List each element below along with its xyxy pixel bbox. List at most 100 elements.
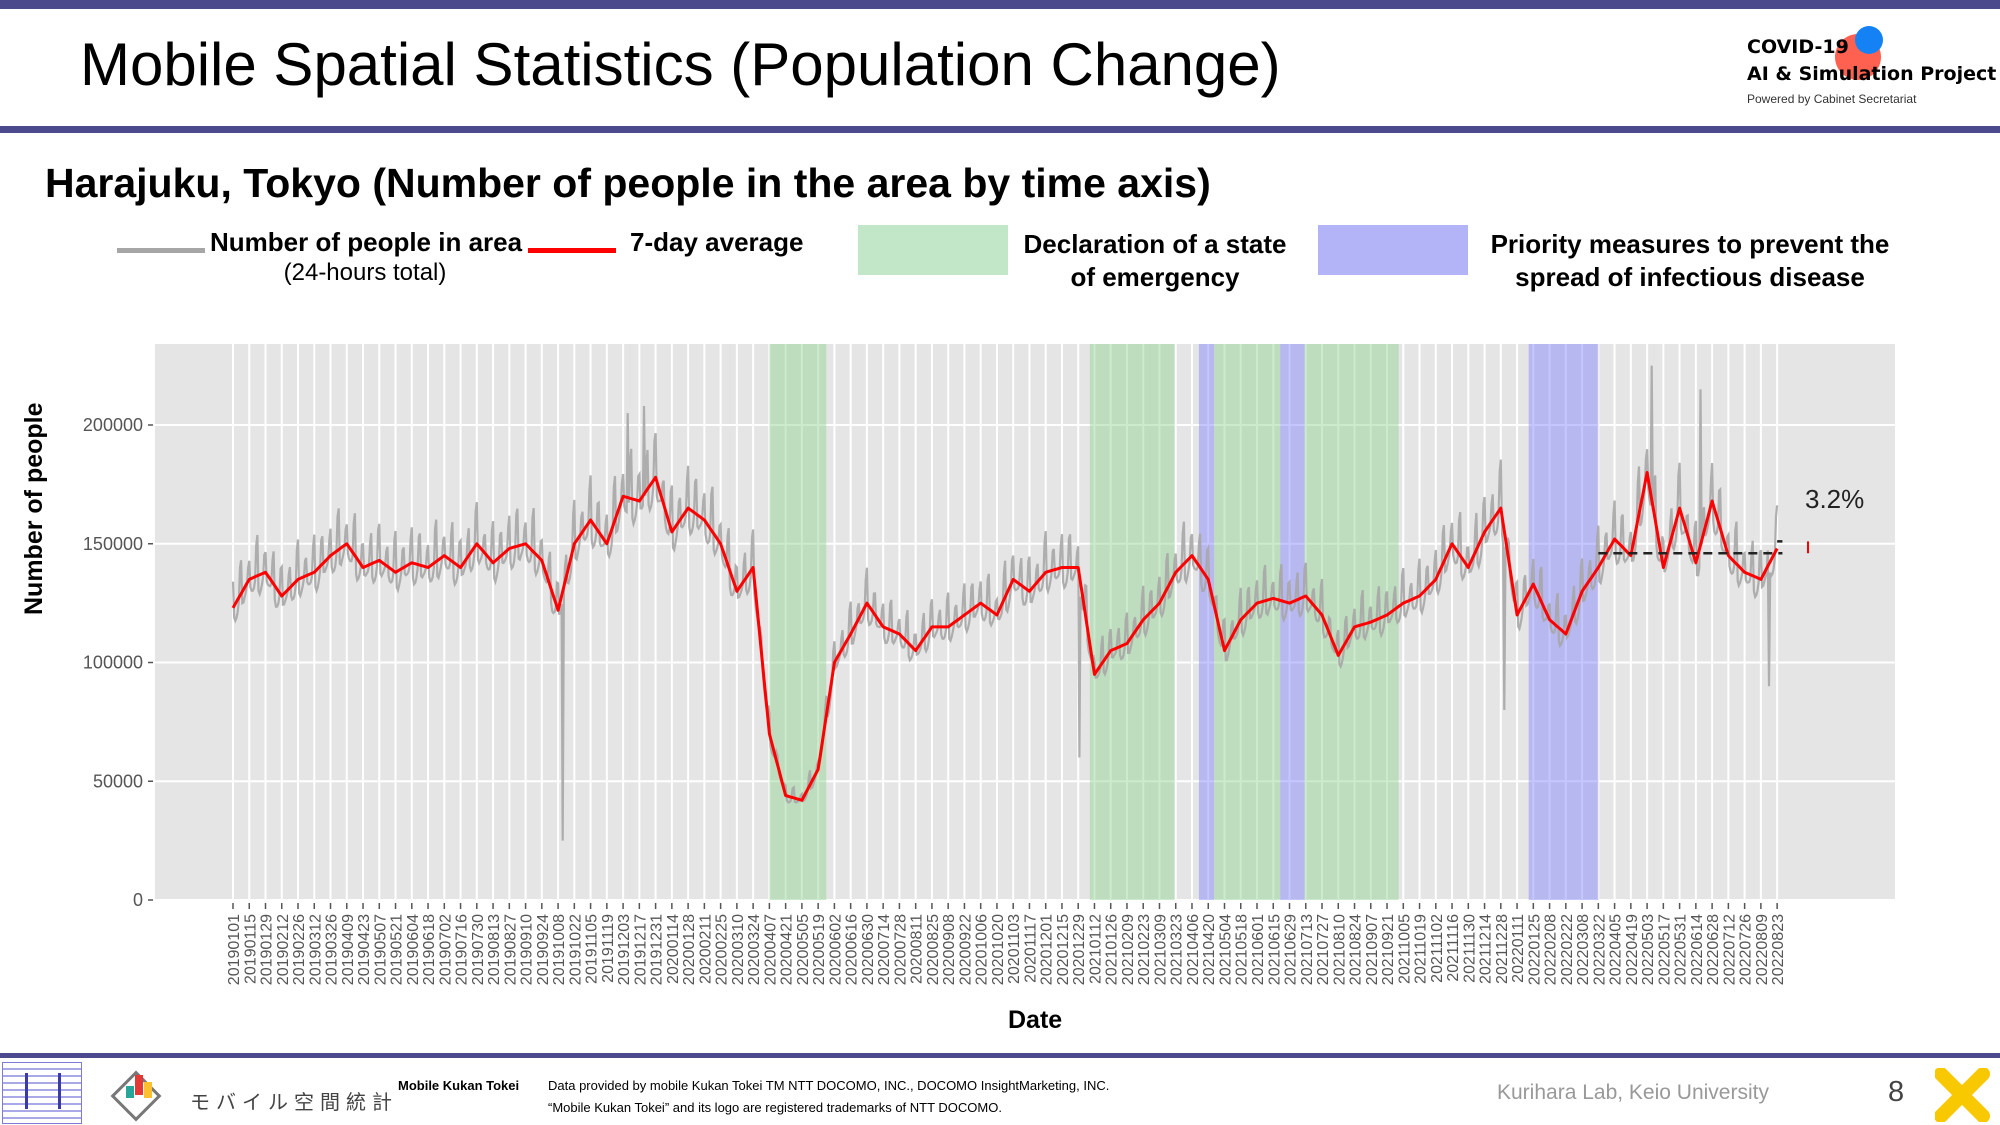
logo-blue-circle xyxy=(1855,26,1883,54)
x-axis-label: Date xyxy=(1008,1006,1063,1034)
x-tick-label: 20190326 xyxy=(324,914,341,985)
legend-raw-label: Number of people in area xyxy=(210,227,523,257)
mkt-logo-text: モバイル空間統計 xyxy=(190,1092,398,1114)
chart-subtitle: Harajuku, Tokyo (Number of people in the… xyxy=(45,160,1211,206)
x-tick-label: 20220531 xyxy=(1673,914,1690,985)
x-tick-label: 20211214 xyxy=(1478,914,1495,984)
legend-raw: Number of people in area (24-hours total… xyxy=(210,226,523,289)
x-tick-label: 20210406 xyxy=(1185,914,1202,985)
x-tick-label: 20200225 xyxy=(714,914,731,985)
x-tick-label: 20210824 xyxy=(1348,914,1365,985)
x-tick-label: 20201103 xyxy=(1006,914,1023,984)
kurihara-lab-logo xyxy=(2,1062,82,1124)
x-tick-label: 20220308 xyxy=(1575,914,1592,985)
covid-project-logo: COVID-19 AI & Simulation Project Powered… xyxy=(1745,26,1997,116)
legend-emergency-line2: of emergency xyxy=(1070,262,1240,292)
x-tick-label: 20200128 xyxy=(681,914,698,985)
x-tick-label: 20220111 xyxy=(1510,914,1527,983)
x-tick-label: 20200211 xyxy=(697,914,714,984)
x-tick-label: 20210907 xyxy=(1364,914,1381,985)
x-tick-label: 20210518 xyxy=(1234,914,1251,985)
legend-avg-label: 7-day average xyxy=(630,227,804,257)
change-annotation: 3.2% xyxy=(1805,484,1864,514)
legend-priority: Priority measures to prevent the spread … xyxy=(1480,228,1900,294)
seven-day-average-line xyxy=(231,471,1779,802)
logo-glyph xyxy=(25,1073,61,1109)
x-tick-label: 20220628 xyxy=(1705,914,1722,985)
x-tick-label: 20210323 xyxy=(1169,914,1186,985)
x-tick-label: 20191105 xyxy=(584,914,601,984)
x-tick-label: 20190115 xyxy=(242,914,259,984)
header-divider xyxy=(0,126,2000,133)
x-tick-label: 20190312 xyxy=(307,914,324,985)
x-tick-label: 20200310 xyxy=(730,914,747,985)
emergency-period-band xyxy=(1089,344,1175,900)
x-tick-label: 20200714 xyxy=(876,914,893,985)
x-tick-label: 20200728 xyxy=(892,914,909,985)
x-tick-label: 20191217 xyxy=(632,914,649,985)
x-tick-label: 20220503 xyxy=(1640,914,1657,985)
x-tick-label: 20190604 xyxy=(405,914,422,985)
x-tick-label: 20200922 xyxy=(957,914,974,985)
x-tick-label: 20190409 xyxy=(340,914,357,985)
top-accent-bar xyxy=(0,0,2000,9)
x-tick-label: 20220823 xyxy=(1770,914,1787,985)
x-tick-label: 20200908 xyxy=(941,914,958,985)
x-tick-label: 20210112 xyxy=(1087,914,1104,984)
x-tick-label: 20220405 xyxy=(1608,914,1625,985)
footer-divider xyxy=(0,1053,2000,1058)
x-tick-label: 20220419 xyxy=(1624,914,1641,985)
x-tick-label: 20191119 xyxy=(600,914,617,983)
x-tick-label: 20210601 xyxy=(1250,914,1267,985)
legend-raw-sub: (24-hours total) xyxy=(283,259,447,286)
x-tick-label: 20190910 xyxy=(519,914,536,985)
population-chart: 0 50000 100000 150000 200000 20190101 20190115… xyxy=(83,344,1895,985)
x-tick-label: 20211005 xyxy=(1396,914,1413,984)
x-tick-label: 20190716 xyxy=(454,914,471,985)
x-tick-label: 20201006 xyxy=(974,914,991,985)
x-tick-label: 20220208 xyxy=(1543,914,1560,985)
page-number: 8 xyxy=(1888,1076,1905,1108)
x-tick-label: 20200505 xyxy=(795,914,812,985)
x-tick-label: 20210727 xyxy=(1315,914,1332,985)
y-tick-label: 100000 xyxy=(83,653,143,673)
x-tick-label: 20190521 xyxy=(389,914,406,985)
plot-background xyxy=(155,344,1895,900)
x-tick-label: 20211228 xyxy=(1494,914,1511,984)
footer-brand: Mobile Kukan Tokei xyxy=(398,1078,520,1093)
footer-lab-name: Kurihara Lab, Keio University xyxy=(1497,1081,1769,1104)
x-tick-label: 20190827 xyxy=(502,914,519,985)
x-tick-label: 20200519 xyxy=(811,914,828,985)
crossed-pens-logo-icon xyxy=(1935,1068,1990,1122)
x-tick-label: 20210504 xyxy=(1217,914,1234,985)
raw-daily-count-line xyxy=(231,365,1779,841)
x-tick-label: 20200114 xyxy=(665,914,682,984)
logo-line2: AI & Simulation Project xyxy=(1747,63,1997,85)
x-tick-label: 20201215 xyxy=(1055,914,1072,985)
legend-emergency: Declaration of a state of emergency xyxy=(1015,228,1295,294)
x-tick-label: 20220517 xyxy=(1656,914,1673,985)
x-tick-label: 20220809 xyxy=(1754,914,1771,985)
x-tick-label: 20190507 xyxy=(372,914,389,985)
x-tick-label: 20220222 xyxy=(1559,914,1576,985)
x-tick-label: 20191022 xyxy=(567,914,584,985)
x-tick-label: 20210713 xyxy=(1299,914,1316,985)
x-tick-label: 20210420 xyxy=(1201,914,1218,985)
x-tick-label: 20220125 xyxy=(1526,914,1543,985)
x-tick-label: 20220726 xyxy=(1738,914,1755,985)
x-tick-label: 20220712 xyxy=(1721,914,1738,985)
x-tick-label: 20210629 xyxy=(1283,914,1300,985)
y-tick-label: 150000 xyxy=(83,534,143,554)
x-tick-label: 20200602 xyxy=(827,914,844,985)
x-tick-label: 20191008 xyxy=(551,914,568,985)
x-tick-label: 20200616 xyxy=(844,914,861,985)
legend-emergency-line1: Declaration of a state xyxy=(1023,229,1287,259)
x-tick-label: 20200324 xyxy=(746,914,763,985)
logo-line1: COVID-19 xyxy=(1747,36,1849,58)
footer-credit-2: “Mobile Kukan Tokei” and its logo are re… xyxy=(548,1100,1002,1115)
x-tick-label: 20201117 xyxy=(1022,914,1039,983)
priority-measures-band xyxy=(1280,344,1305,900)
x-tick-label: 20220322 xyxy=(1591,914,1608,985)
x-tick-label: 20190129 xyxy=(259,914,276,985)
x-tick-label: 20190212 xyxy=(275,914,292,985)
